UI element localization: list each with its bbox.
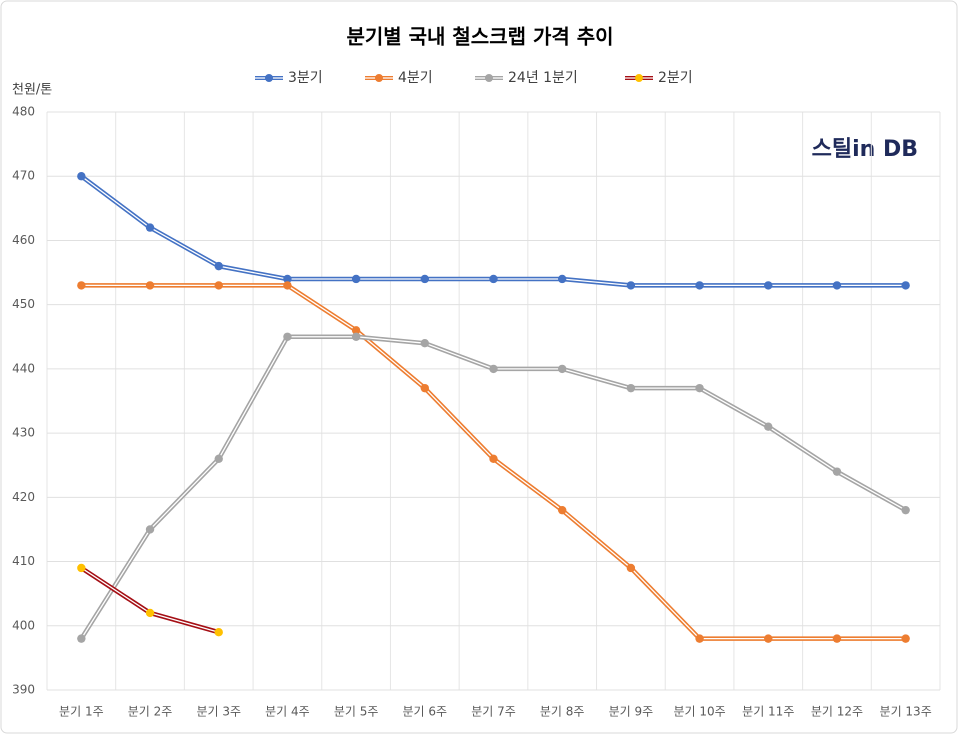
- point: [77, 563, 86, 573]
- x-tick-label: 분기 10주: [673, 705, 725, 719]
- y-tick-label: 390: [12, 683, 35, 697]
- legend-marker: [635, 74, 643, 82]
- point: [557, 274, 567, 284]
- point: [420, 339, 430, 348]
- point: [145, 525, 155, 534]
- x-tick-label: 분기 13주: [880, 705, 932, 719]
- x-tick-label: 분기 6주: [403, 705, 448, 719]
- y-tick-label: 460: [12, 233, 35, 247]
- point: [626, 563, 636, 573]
- x-tick-label: 분기 8주: [540, 705, 585, 719]
- x-tick-label: 분기 5주: [334, 705, 379, 719]
- x-tick-label: 분기 11주: [742, 705, 794, 719]
- y-tick-label: 420: [12, 490, 35, 504]
- point: [351, 332, 361, 341]
- legend-label: 24년 1분기: [508, 70, 578, 86]
- point: [214, 281, 223, 290]
- point: [214, 454, 223, 463]
- y-tick-label: 440: [12, 361, 35, 375]
- legend-label: 4분기: [398, 70, 433, 86]
- point: [626, 383, 636, 393]
- point: [695, 281, 704, 290]
- x-tick-label: 분기 7주: [471, 705, 516, 719]
- y-tick-label: 400: [12, 618, 35, 632]
- y-tick-label: 410: [12, 554, 35, 568]
- legend-marker: [265, 74, 273, 82]
- point: [145, 281, 155, 290]
- x-tick-label: 분기 4주: [265, 705, 310, 719]
- point: [764, 422, 773, 431]
- point: [695, 383, 704, 393]
- legend-marker: [375, 74, 383, 82]
- point: [351, 326, 361, 335]
- point: [214, 261, 223, 271]
- y-axis-label: 천원/톤: [12, 83, 52, 98]
- point: [557, 505, 567, 515]
- point: [77, 172, 86, 181]
- chart-title: 분기별 국내 철스크랩 가격 추이: [346, 25, 613, 49]
- point: [145, 608, 155, 618]
- point: [764, 281, 773, 290]
- point: [283, 281, 292, 290]
- point: [283, 332, 292, 341]
- y-tick-label: 480: [12, 105, 35, 119]
- point: [764, 634, 773, 643]
- point: [489, 364, 498, 374]
- point: [901, 634, 910, 643]
- y-tick-label: 450: [12, 297, 35, 311]
- legend-marker: [485, 74, 493, 82]
- legend-label: 2분기: [658, 70, 693, 86]
- point: [77, 281, 86, 290]
- y-tick-label: 470: [12, 169, 35, 183]
- point: [901, 281, 910, 290]
- point: [77, 634, 86, 643]
- point: [489, 274, 498, 284]
- x-tick-label: 분기 2주: [128, 705, 173, 719]
- x-tick-label: 분기 3주: [196, 705, 241, 719]
- logo: 스틸in DB: [812, 137, 918, 162]
- point: [832, 467, 842, 476]
- x-tick-label: 분기 9주: [609, 705, 654, 719]
- point: [420, 274, 430, 284]
- point: [832, 634, 842, 643]
- x-tick-label: 분기 12주: [811, 705, 863, 719]
- point: [351, 274, 361, 284]
- point: [832, 281, 842, 290]
- y-tick-label: 430: [12, 426, 35, 440]
- point: [214, 628, 223, 637]
- point: [489, 454, 498, 463]
- point: [145, 223, 155, 232]
- legend-label: 3분기: [288, 70, 323, 86]
- point: [557, 364, 567, 374]
- point: [420, 383, 430, 393]
- x-tick-label: 분기 1주: [59, 705, 104, 719]
- point: [626, 281, 636, 290]
- point: [283, 274, 292, 284]
- point: [901, 505, 910, 515]
- point: [695, 634, 704, 643]
